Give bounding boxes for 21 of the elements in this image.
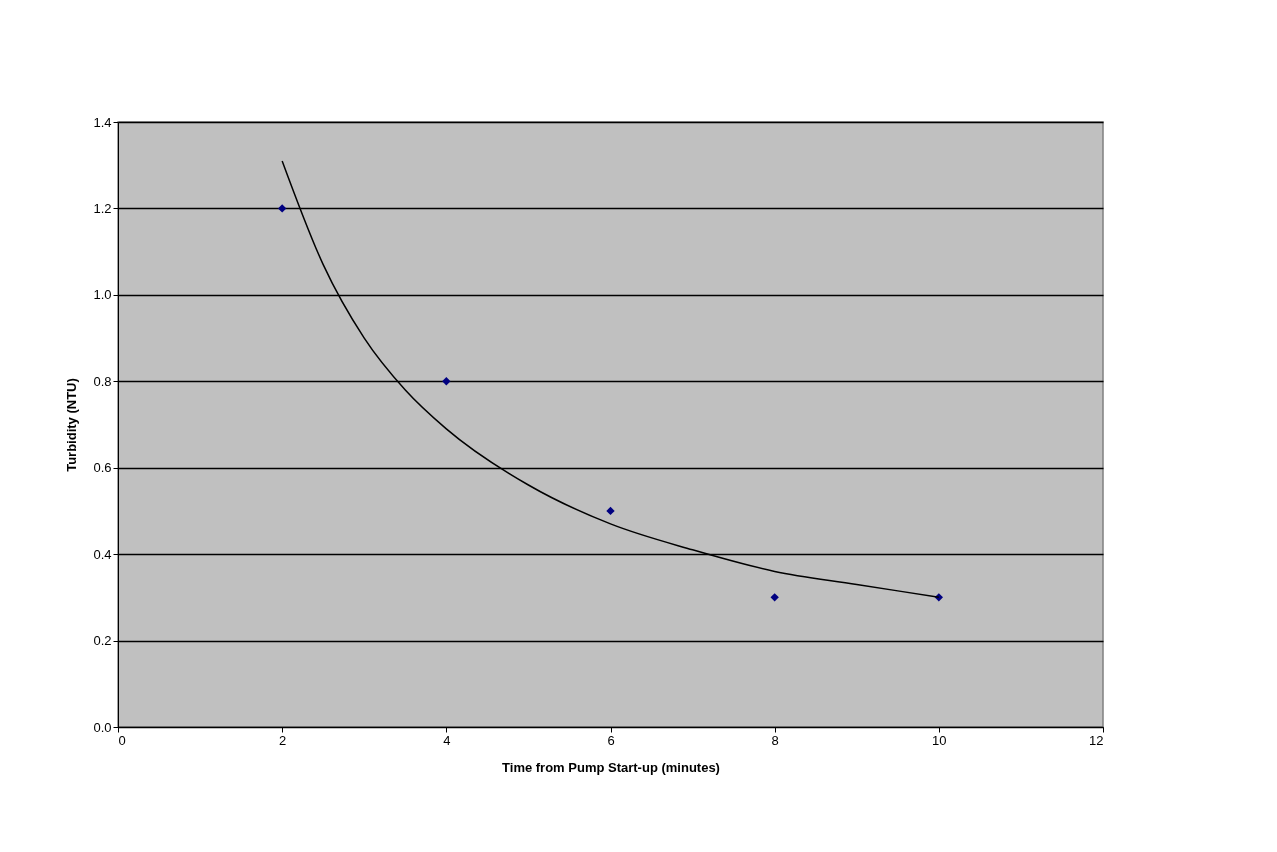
point (606, 506, 615, 516)
x-tick-label: 0 (118, 732, 126, 748)
y-tick-label: 1.0 (93, 287, 112, 303)
x-tick-label: 6 (607, 732, 615, 748)
x-tick-label: 12 (1089, 732, 1104, 748)
y-tick-label: 0.2 (93, 633, 112, 649)
point (770, 593, 779, 602)
x-tick-label: 10 (932, 732, 947, 748)
y-axis-title: Turbidity (NTU) (64, 378, 80, 472)
point (442, 377, 451, 386)
point (277, 204, 287, 213)
y-tick-label: 1.4 (93, 114, 112, 130)
y-tick-label: 0.0 (93, 719, 112, 735)
y-tick-label: 0.4 (93, 546, 112, 562)
x-tick-label: 8 (771, 732, 779, 748)
x-tick-label: 4 (443, 732, 451, 748)
y-tick-label: 0.6 (93, 460, 112, 476)
y-tick-label: 0.8 (93, 373, 112, 389)
y-tick-label: 1.2 (93, 200, 112, 216)
x-tick-label: 2 (279, 732, 287, 748)
x-axis-title: Time from Pump Start-up (minutes) (502, 759, 720, 775)
